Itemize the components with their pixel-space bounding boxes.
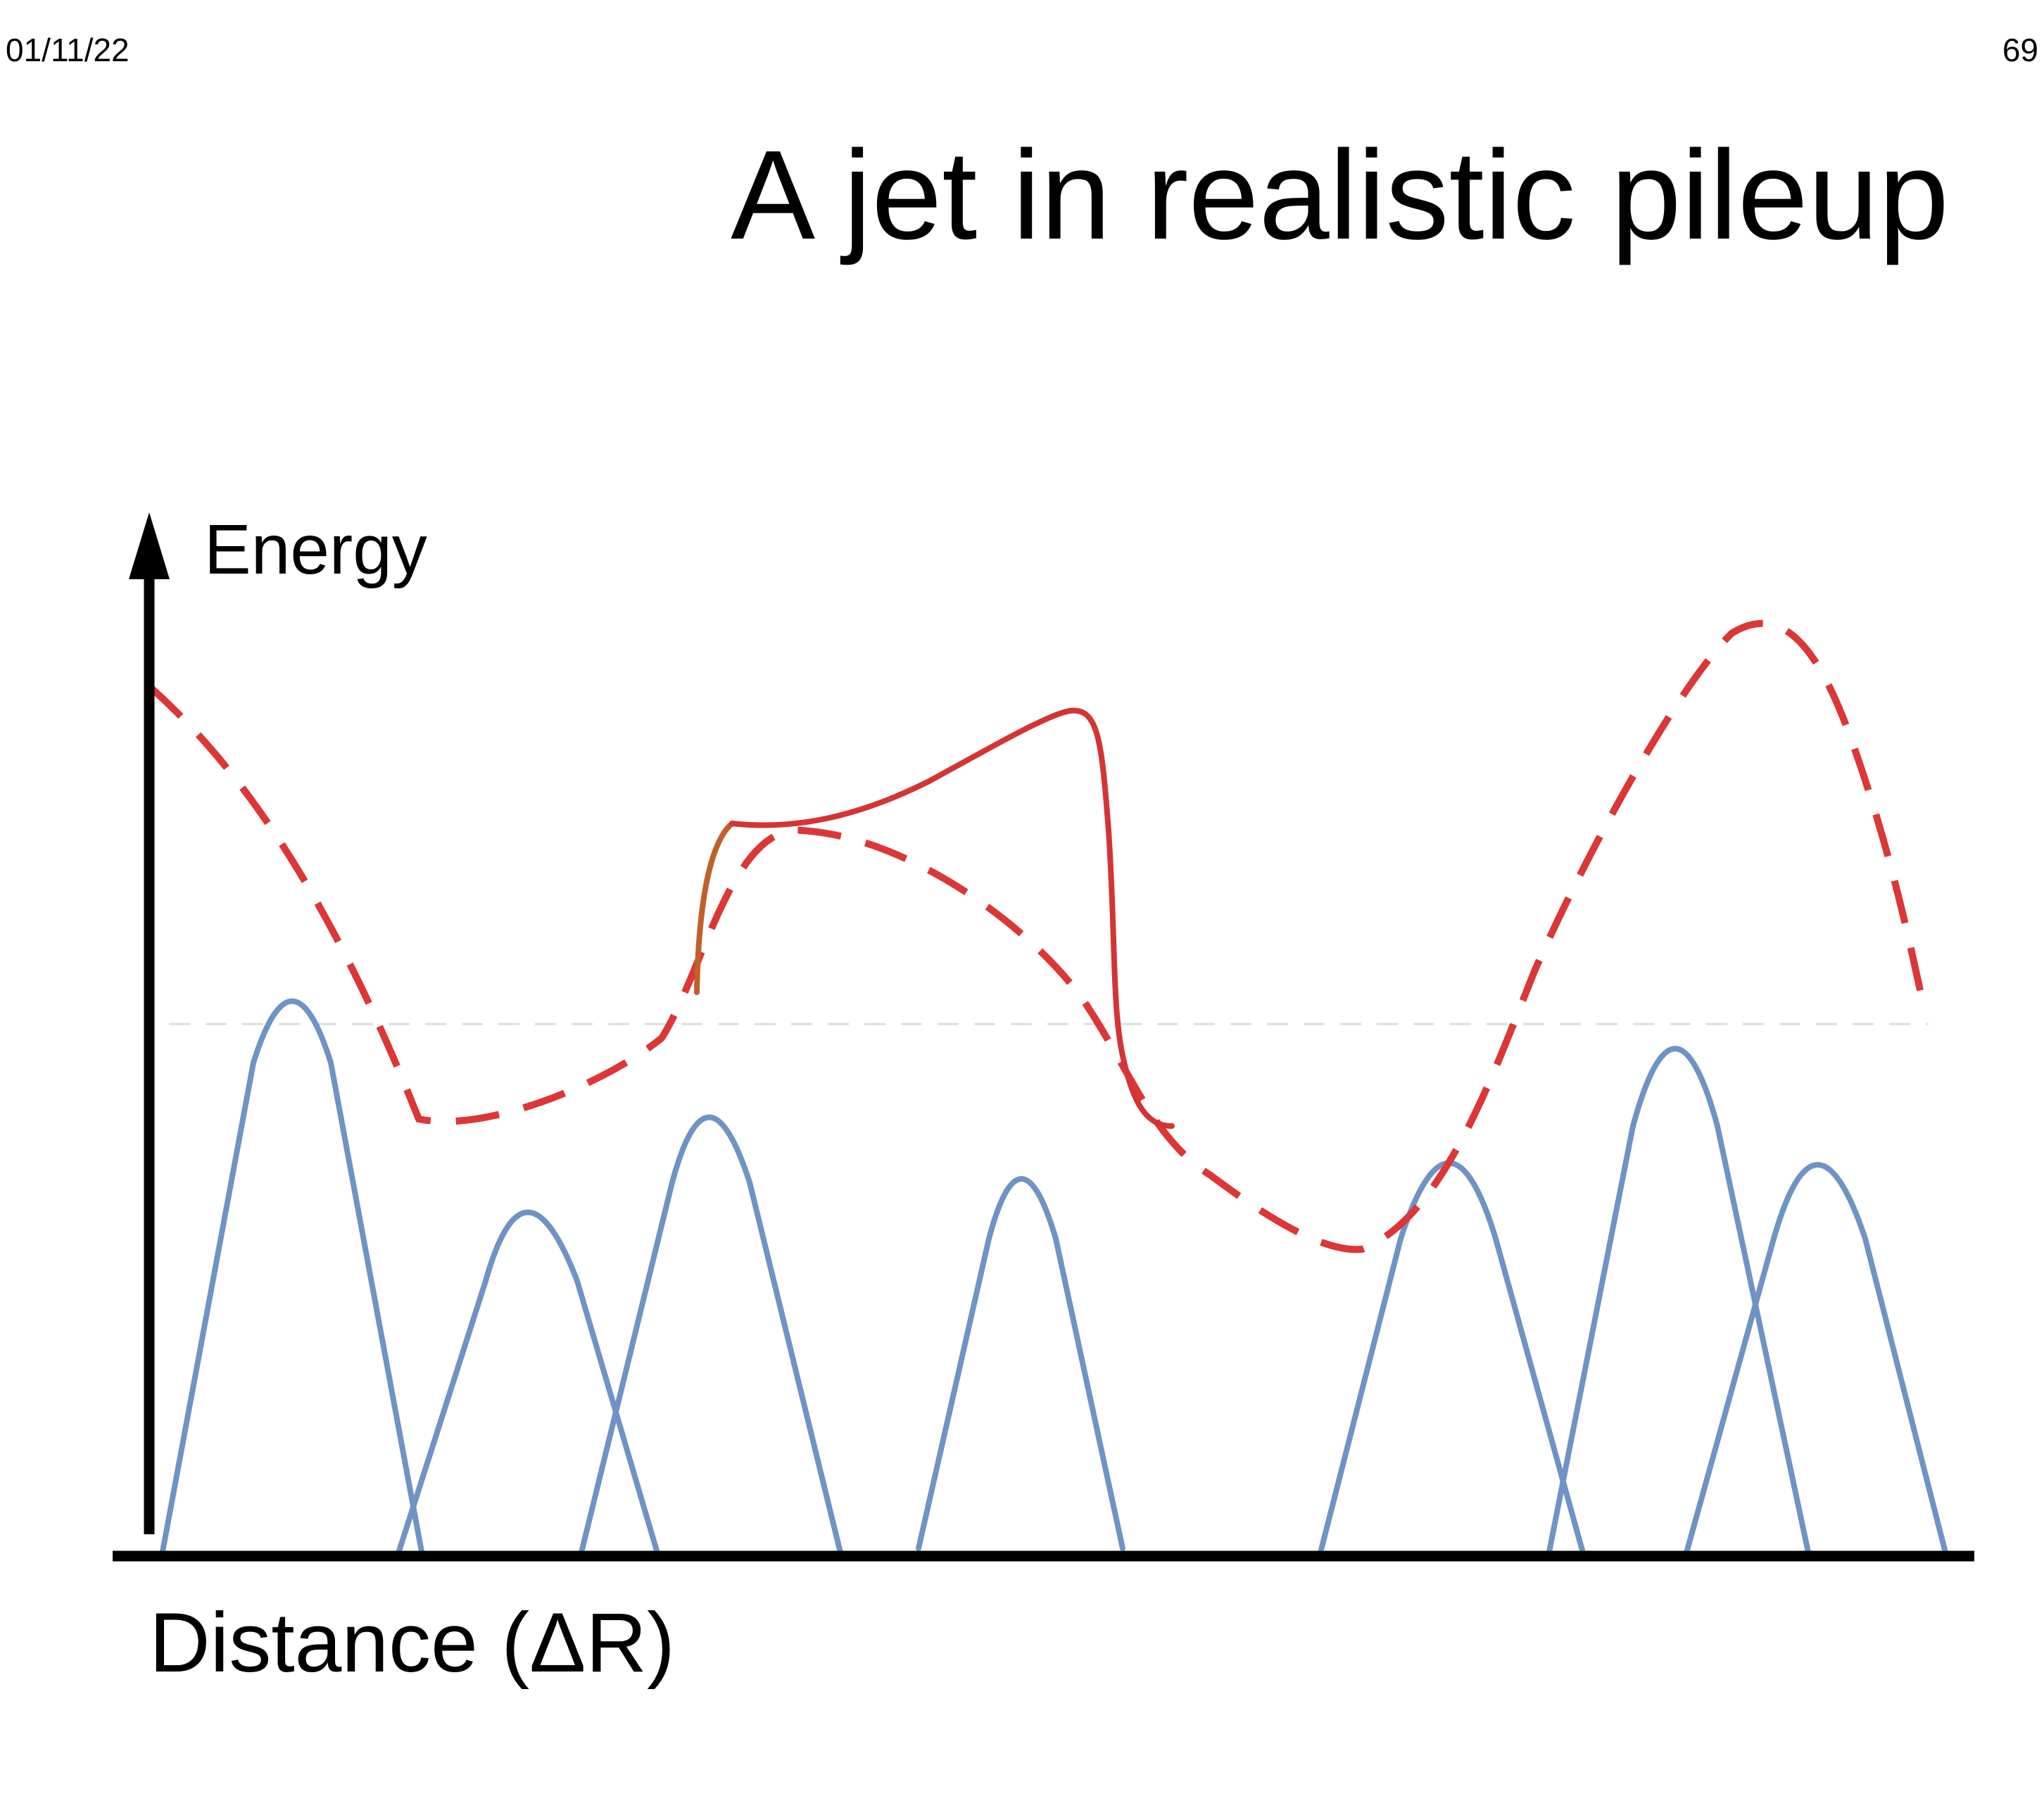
pileup-peak-3 — [578, 1114, 844, 1558]
pileup-peak-6 — [1546, 1046, 1812, 1558]
pileup-peak-5 — [1317, 1160, 1586, 1558]
slide-title: A jet in realistic pileup — [731, 125, 1949, 266]
pileup-peak-7 — [1683, 1162, 1949, 1558]
pileup-peak-2 — [395, 1209, 661, 1558]
pileup-peak-1 — [159, 998, 425, 1558]
jet-energy-curve — [729, 707, 1175, 1129]
y-axis-label: Energy — [204, 510, 427, 589]
pileup-peaks — [159, 998, 1949, 1558]
jet-leading-edge — [694, 821, 735, 995]
arrow-up-icon — [129, 512, 170, 579]
x-axis-label: Distance (ΔR) — [149, 1595, 675, 1690]
total-energy-dashed-curve — [146, 620, 1929, 1253]
slide-number: 69 — [2002, 32, 2038, 68]
slide-date: 01/11/22 — [6, 32, 130, 68]
pileup-peak-4 — [916, 1176, 1125, 1551]
